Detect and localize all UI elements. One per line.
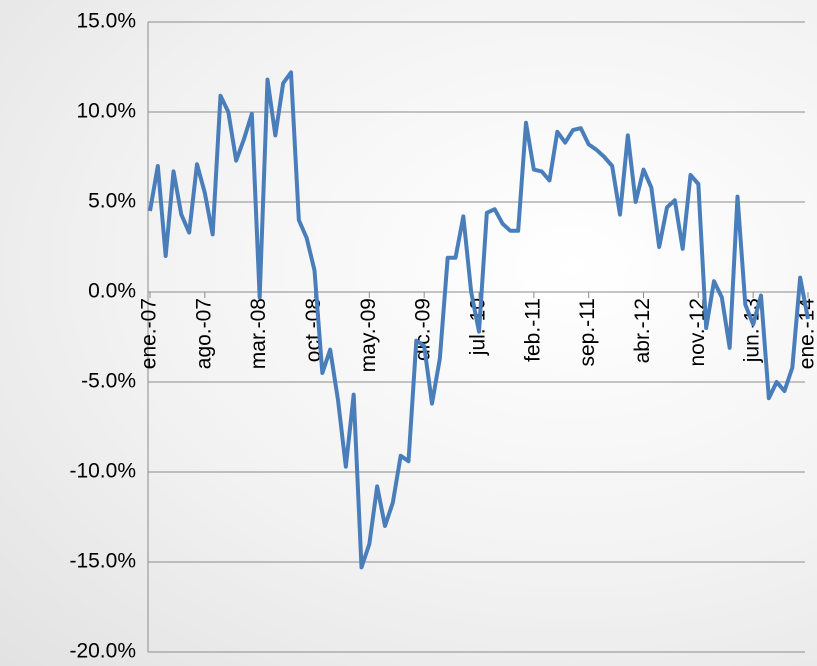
x-tick-label: ene.-07 [138,298,161,369]
data-line [148,70,810,570]
y-tick-label: -10.0% [69,460,136,483]
y-tick-label: 5.0% [88,190,136,213]
x-tick-label: sep.-11 [576,298,599,367]
y-tick-label: 10.0% [76,100,136,123]
x-tick-label: ene.-14 [796,298,817,370]
y-tick-label: -20.0% [69,640,136,663]
y-tick-label: -15.0% [69,550,136,573]
y-tick-label: 0.0% [88,280,136,303]
x-tick-label: nov.-12 [686,298,709,367]
x-tick-label: ago.-07 [192,298,215,369]
x-tick-label: feb.-11 [521,298,544,362]
x-tick-label: mar.-08 [247,298,270,369]
x-tick-label: abr.-12 [631,298,654,363]
y-tick-label: 15.0% [76,10,136,33]
y-tick-label: -5.0% [81,370,136,393]
x-tick-label: may.-09 [357,298,380,372]
